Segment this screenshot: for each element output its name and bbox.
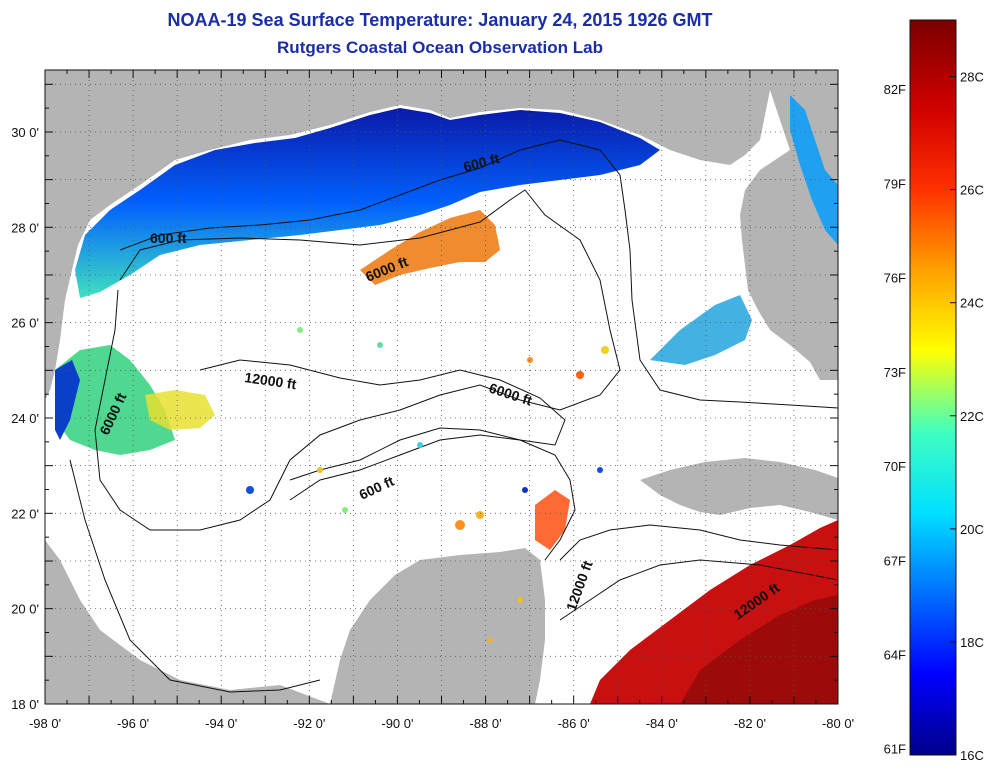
map-title: NOAA-19 Sea Surface Temperature: January… <box>167 10 713 30</box>
longitude-label: -88 0' <box>469 716 501 731</box>
longitude-label: -90 0' <box>381 716 413 731</box>
land-cuba <box>640 458 838 520</box>
latitude-label: 24 0' <box>11 411 39 426</box>
colorbar-fahrenheit-label: 76F <box>884 271 906 286</box>
longitude-label: -82 0' <box>734 716 766 731</box>
contour-600ft <box>119 139 838 409</box>
sst-west-cold-edge <box>55 360 80 440</box>
land-yucatan <box>330 548 545 704</box>
sst-west-coast-band <box>55 345 175 455</box>
latitude-label: 30 0' <box>11 125 39 140</box>
colorbar-fahrenheit-label: 61F <box>884 742 906 757</box>
longitude-label: -84 0' <box>646 716 678 731</box>
latitude-label: 26 0' <box>11 316 39 331</box>
colorbar-fahrenheit-label: 70F <box>884 459 906 474</box>
colorbar-celsius-label: 28C <box>960 70 984 85</box>
colorbar-celsius-label: 20C <box>960 522 984 537</box>
contour-channel <box>559 524 838 561</box>
latitude-label: 22 0' <box>11 506 39 521</box>
sst-florida-west <box>650 295 752 365</box>
colorbar-fahrenheit-label: 64F <box>884 647 906 662</box>
latitude-labels: 30 0' 28 0' 26 0' 24 0' 22 0' 20 0' 18 0' <box>11 125 39 712</box>
colorbar-celsius-label: 24C <box>960 296 984 311</box>
sst-yellow-patch <box>145 390 215 430</box>
latitude-label: 18 0' <box>11 697 39 712</box>
longitude-label: -94 0' <box>205 716 237 731</box>
colorbar-fahrenheit-label: 82F <box>884 82 906 97</box>
colorbar <box>909 19 957 756</box>
colorbar-celsius-label: 18C <box>960 635 984 650</box>
colorbar-celsius-label: 16C <box>960 748 984 763</box>
sst-warm-loop-current <box>360 210 500 285</box>
contour-label-600-north: 600 ft <box>150 230 187 246</box>
latitude-label: 28 0' <box>11 220 39 235</box>
isobath-contours <box>69 139 838 693</box>
contour-label-12000-west: 12000 ft <box>244 369 298 392</box>
longitude-label: -80 0' <box>822 716 854 731</box>
longitude-label: -98 0' <box>29 716 61 731</box>
sst-caribbean-dark <box>680 595 838 704</box>
contour-12000ft <box>199 359 566 481</box>
contour-west-shelf <box>69 459 321 693</box>
colorbar-celsius-label: 22C <box>960 409 984 424</box>
land-mexico-south <box>45 540 330 704</box>
axis-ticks <box>44 70 839 705</box>
sst-yucatan-channel-warm <box>535 490 570 550</box>
sst-florida-east <box>790 95 838 245</box>
contour-shelf-south <box>289 434 576 561</box>
colorbar-fahrenheit-label: 79F <box>884 176 906 191</box>
longitude-label: -92 0' <box>293 716 325 731</box>
latitude-label: 20 0' <box>11 602 39 617</box>
contour-6000ft <box>94 189 621 531</box>
graticule <box>45 70 838 704</box>
colorbar-celsius-label: 26C <box>960 183 984 198</box>
map-subtitle: Rutgers Coastal Ocean Observation Lab <box>277 38 603 57</box>
colorbar-fahrenheit-labels: 82F 79F 76F 73F 70F 67F 64F 61F <box>884 82 906 757</box>
sst-speckles <box>246 327 609 643</box>
colorbar-fahrenheit-label: 73F <box>884 365 906 380</box>
longitude-label: -96 0' <box>117 716 149 731</box>
contour-channel-deep <box>559 559 838 621</box>
map-area: 600 ft 600 ft 6000 ft 6000 ft 12000 ft 6… <box>45 70 838 704</box>
land-us-gulf-coast <box>45 70 838 400</box>
longitude-label: -86 0' <box>558 716 590 731</box>
longitude-labels: -98 0' -96 0' -94 0' -92 0' -90 0' -88 0' -86 … <box>29 716 854 731</box>
colorbar-celsius-labels: 28C 26C 24C 22C 20C 18C 16C <box>950 70 984 763</box>
land-florida <box>740 150 838 380</box>
colorbar-fahrenheit-label: 67F <box>884 553 906 568</box>
